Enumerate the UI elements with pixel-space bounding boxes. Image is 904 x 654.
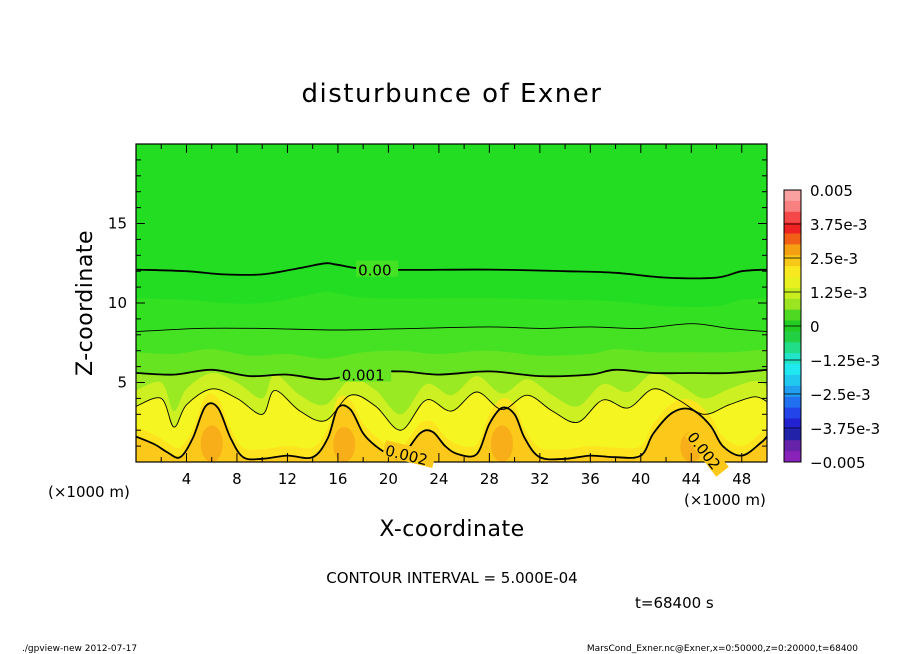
x-tick-label: 12 xyxy=(278,470,297,488)
fill-core xyxy=(200,425,223,462)
y-tick-label: 15 xyxy=(108,215,127,233)
colorbar-label: −2.5e-3 xyxy=(810,386,871,404)
colorbar-label: 2.5e-3 xyxy=(810,250,858,268)
contour-lines xyxy=(136,262,767,461)
colorbar-swatch xyxy=(784,277,801,289)
colorbar-swatch xyxy=(784,385,801,398)
fill-core xyxy=(490,425,513,462)
colorbar-swatch xyxy=(784,255,801,267)
y-axis-label: Z-coordinate xyxy=(73,230,98,376)
colorbar-swatch xyxy=(784,407,801,419)
x-axis-label: X-coordinate xyxy=(379,517,524,542)
y-tick-label: 5 xyxy=(117,374,127,392)
x-unit-label-right: (×1000 m) xyxy=(684,491,766,509)
contour-line xyxy=(136,368,767,381)
colorbar-swatch xyxy=(784,374,801,387)
colorbar-swatch xyxy=(784,331,801,343)
colorbar-swatch xyxy=(784,364,801,376)
colorbar-swatch xyxy=(784,309,801,322)
contour-label-bg xyxy=(339,365,392,382)
x-tick-label: 40 xyxy=(631,470,650,488)
colorbar-swatch xyxy=(784,298,801,311)
colorbar-swatch xyxy=(784,440,801,452)
fill-bands xyxy=(136,263,767,462)
x-tick-label: 16 xyxy=(328,470,347,488)
contour-line xyxy=(136,402,767,461)
colorbar-label: 3.75e-3 xyxy=(810,216,868,234)
time-text: t=68400 s xyxy=(635,594,714,612)
colorbar-label: −0.005 xyxy=(810,454,866,472)
colorbar-swatch xyxy=(784,429,801,441)
x-tick-label: 36 xyxy=(581,470,600,488)
footer-right-text: MarsCond_Exner.nc@Exner,x=0:50000,z=0:20… xyxy=(587,644,858,654)
contour-label: 0.00 xyxy=(356,260,399,280)
x-tick-label: 48 xyxy=(732,470,751,488)
colorbar: 0.005 3.75e-3 2.5e-3 1.25e-3 0 −1.25e-3 −2.5e-… xyxy=(783,182,880,472)
footer-left-text: ./gpview-new 2012-07-17 xyxy=(22,644,137,654)
colorbar-label: 0.005 xyxy=(810,182,853,200)
fill-core xyxy=(333,427,356,462)
contour-label: 0.001 xyxy=(339,365,392,385)
plot-area xyxy=(136,144,767,462)
x-tick-label: 8 xyxy=(232,470,242,488)
colorbar-swatch xyxy=(784,342,801,354)
colorbar-swatch xyxy=(784,222,801,235)
colorbar-swatch xyxy=(784,200,801,213)
contour-label-text: 0.001 xyxy=(342,367,385,385)
x-tick-label: 24 xyxy=(429,470,448,488)
colorbar-swatch xyxy=(784,211,801,224)
chart-title: disturbunce of Exner xyxy=(302,79,603,109)
fill-band xyxy=(136,388,767,462)
colorbar-swatch xyxy=(784,244,801,256)
contour-interval-text: CONTOUR INTERVAL = 5.000E-04 xyxy=(326,569,577,587)
colorbar-label: −3.75e-3 xyxy=(810,420,880,438)
x-unit-label-left: (×1000 m) xyxy=(48,483,130,501)
contour-label-bg xyxy=(684,426,729,477)
colorbar-swatch xyxy=(784,287,801,300)
x-tick-label: 4 xyxy=(182,470,192,488)
colorbar-swatch xyxy=(784,418,801,430)
colorbar-swatch xyxy=(784,451,801,463)
contour-label-bg xyxy=(382,440,437,469)
contour-label-bg xyxy=(356,260,399,277)
x-tick-label: 44 xyxy=(682,470,701,488)
x-tick-label: 20 xyxy=(379,470,398,488)
colorbar-swatch xyxy=(784,353,801,365)
contour-label-text: 0.00 xyxy=(358,262,391,280)
colorbar-label: 1.25e-3 xyxy=(810,284,868,302)
colorbar-label: 0 xyxy=(810,318,820,336)
x-tick-label: 28 xyxy=(480,470,499,488)
colorbar-swatch xyxy=(784,266,801,278)
colorbar-swatch xyxy=(784,233,801,245)
colorbar-swatch xyxy=(784,396,801,409)
contour-line xyxy=(136,388,767,431)
contour-line xyxy=(136,323,767,333)
x-tick-label: 32 xyxy=(530,470,549,488)
y-tick-label: 10 xyxy=(108,294,127,312)
colorbar-swatch xyxy=(784,190,801,202)
colorbar-label: −1.25e-3 xyxy=(810,352,880,370)
